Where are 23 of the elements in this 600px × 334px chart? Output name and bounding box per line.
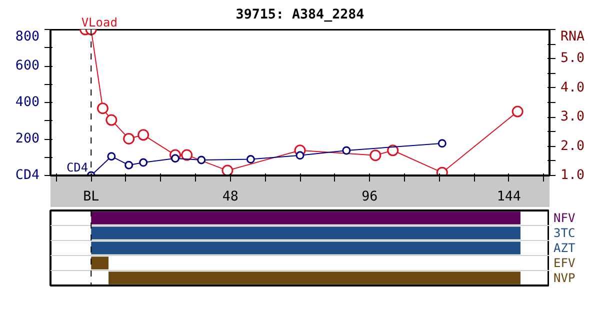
y-tick-label: CD4 bbox=[15, 168, 40, 183]
y2-tick-label: 3.0 bbox=[560, 110, 585, 125]
series-label: VLoad bbox=[81, 16, 118, 30]
x-tick-label: 144 bbox=[496, 190, 521, 204]
y2-tick-label: 4.0 bbox=[560, 80, 585, 96]
y-tick-label: AZT bbox=[554, 241, 576, 255]
y-tick-label: 3TC bbox=[554, 226, 576, 240]
y-tick-label: 200 bbox=[15, 132, 40, 146]
y-tick-label: NFV bbox=[554, 211, 576, 225]
series-label: CD4 bbox=[66, 160, 88, 174]
y2-tick-label: 1.0 bbox=[560, 168, 585, 183]
y-tick-label: EFV bbox=[554, 256, 576, 270]
x-tick-label: 48 bbox=[222, 190, 238, 204]
y-tick-label: 400 bbox=[15, 95, 40, 110]
y-tick-label: 600 bbox=[15, 58, 40, 74]
y-tick-label: NVP bbox=[554, 271, 576, 285]
x-tick-label: 96 bbox=[362, 190, 378, 204]
y2-tick-label: RNA bbox=[560, 30, 585, 44]
y-tick-label: 800 bbox=[15, 30, 40, 44]
y2-tick-label: 5.0 bbox=[560, 51, 585, 66]
chart-title: 39715: A384_2284 bbox=[236, 7, 364, 22]
y2-tick-label: 2.0 bbox=[560, 138, 585, 154]
x-tick-label: BL bbox=[83, 190, 100, 204]
